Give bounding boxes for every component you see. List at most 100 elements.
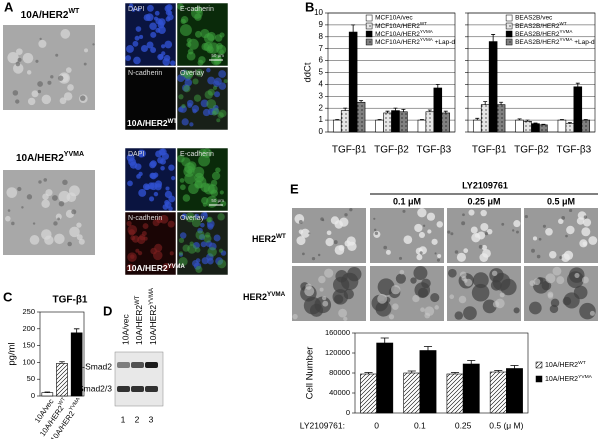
image-texture (168, 206, 173, 211)
image-texture (41, 94, 52, 105)
image-texture (207, 76, 216, 85)
y-tick-label: 4 (319, 80, 324, 89)
image-texture (549, 250, 557, 259)
image-texture (181, 118, 189, 126)
image-texture (204, 90, 213, 99)
image-texture (128, 158, 136, 166)
row-label: HER2YVMA (243, 291, 286, 302)
error-bar (364, 372, 373, 374)
image-texture (474, 233, 480, 238)
image-texture (67, 241, 72, 247)
image-texture (47, 80, 52, 85)
image-texture (582, 218, 592, 227)
image-texture (41, 199, 50, 209)
image-texture (57, 75, 64, 81)
image-texture (54, 233, 65, 245)
image-texture (347, 241, 357, 252)
image-texture (150, 31, 157, 38)
image-texture (41, 229, 52, 240)
error-bar (510, 365, 519, 369)
bar (557, 119, 567, 133)
image-texture (566, 225, 575, 235)
image-texture (181, 103, 186, 109)
image-texture (178, 94, 184, 100)
image-texture (547, 293, 554, 299)
image-texture (65, 67, 72, 73)
image-border (124, 66, 177, 131)
image-texture (559, 256, 563, 259)
image-texture (198, 56, 206, 64)
image-texture (26, 70, 32, 75)
image-texture (216, 118, 221, 123)
image-texture (419, 251, 423, 255)
image-texture (169, 263, 175, 269)
x-tick-label: TGF-β2 (374, 145, 409, 156)
error-bar (73, 328, 80, 333)
image-texture (430, 293, 440, 303)
image-texture (219, 49, 225, 55)
image-texture (17, 57, 22, 62)
legend-label: 10A/HER2YVMA (545, 374, 593, 383)
image-texture (167, 220, 175, 228)
text-part: BEAS2B/HER2 (515, 39, 560, 46)
blot-band (131, 386, 144, 392)
image-texture (565, 234, 568, 238)
error-bar (494, 370, 503, 372)
image-texture (193, 166, 205, 178)
x-tick-label: TGF-β1 (332, 145, 367, 156)
image-texture (484, 232, 489, 236)
image-texture (550, 298, 560, 308)
bar (360, 373, 377, 414)
image-texture (131, 7, 136, 12)
error-bar (335, 119, 340, 121)
image-texture (126, 263, 135, 272)
bar (417, 119, 427, 133)
image-texture (60, 29, 71, 39)
image-texture (140, 45, 148, 53)
image-texture (427, 229, 432, 234)
image-texture (513, 307, 520, 314)
y-tick-label: 7 (319, 44, 324, 53)
error-bar (443, 110, 448, 113)
group-label: 10A/HER2WT (21, 8, 80, 20)
image-texture (191, 259, 199, 267)
image-texture (322, 300, 329, 307)
image-texture (326, 230, 332, 236)
text-part: 10A/HER2 (148, 305, 158, 345)
image-texture (37, 89, 42, 94)
image-texture (482, 248, 491, 258)
image-texture (133, 56, 141, 65)
image-texture (304, 286, 315, 297)
legend-label: BEAS2B/HER2YVMA (515, 29, 573, 38)
channel-label: DAPI (128, 151, 144, 158)
image-texture (180, 184, 186, 191)
image-texture (163, 54, 171, 62)
image-texture (161, 44, 166, 49)
text-part: MCF10A/HER2 (375, 31, 420, 38)
image-texture (373, 228, 377, 232)
image-texture (207, 247, 217, 257)
image-texture (456, 252, 467, 262)
image-texture (191, 218, 201, 228)
text-part: WT (68, 8, 80, 15)
image-texture (45, 189, 53, 197)
image-texture (458, 295, 467, 304)
plot-frame (354, 332, 529, 414)
lane-number: 1 (121, 414, 126, 424)
image-texture (55, 213, 62, 220)
image-texture (317, 253, 321, 257)
legend-label: MCF10A/HER2YVMA (375, 29, 434, 38)
text-part: YVMA (168, 264, 186, 270)
image-texture (569, 208, 573, 213)
image-texture (499, 292, 505, 298)
image-texture (194, 13, 202, 21)
image-texture (416, 254, 423, 261)
image-texture (138, 189, 147, 197)
image-texture (6, 187, 18, 198)
blot-band (145, 362, 158, 368)
error-bar (377, 119, 382, 121)
image-texture (545, 227, 553, 236)
image-texture (21, 206, 24, 209)
y-tick-label: 0 (319, 127, 324, 136)
image-texture (187, 244, 197, 254)
